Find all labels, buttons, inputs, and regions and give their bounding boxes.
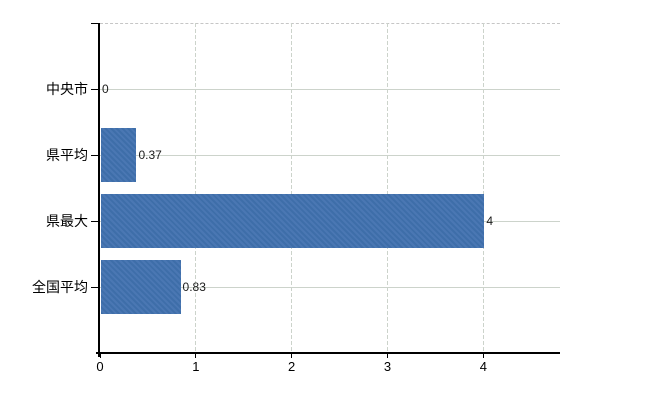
category-label: 県最大 — [46, 213, 88, 229]
h-gridline — [100, 286, 560, 288]
category-label: 県平均 — [46, 147, 88, 163]
x-tick — [482, 354, 484, 358]
category-label: 中央市 — [46, 81, 88, 97]
value-label: 0 — [102, 82, 109, 96]
x-axis — [96, 352, 560, 354]
bar — [101, 128, 137, 182]
bar — [101, 194, 485, 248]
x-tick-label: 1 — [192, 359, 200, 374]
v-gridline — [387, 23, 388, 353]
h-gridline — [100, 154, 560, 156]
plot-area — [100, 23, 560, 353]
category-tick — [91, 286, 99, 288]
y-axis-edge-tick — [91, 22, 99, 24]
x-tick-label: 2 — [288, 359, 296, 374]
v-gridline — [482, 23, 484, 353]
value-label: 4 — [486, 214, 494, 228]
x-tick — [387, 354, 388, 358]
x-tick — [291, 354, 293, 358]
x-tick-label: 0 — [96, 359, 104, 374]
x-tick — [195, 354, 197, 358]
y-axis — [98, 23, 100, 357]
x-tick — [99, 354, 101, 358]
category-tick — [91, 220, 99, 222]
category-label: 全国平均 — [32, 279, 88, 295]
x-tick-label: 3 — [383, 359, 392, 374]
v-gridline — [291, 23, 293, 353]
h-gridline — [100, 88, 560, 90]
value-label: 0.37 — [138, 148, 162, 162]
category-tick — [91, 88, 99, 90]
category-tick — [91, 154, 99, 156]
v-gridline — [195, 23, 197, 353]
value-label: 0.83 — [182, 280, 206, 294]
bar — [101, 260, 181, 314]
x-tick-label: 4 — [479, 359, 487, 374]
